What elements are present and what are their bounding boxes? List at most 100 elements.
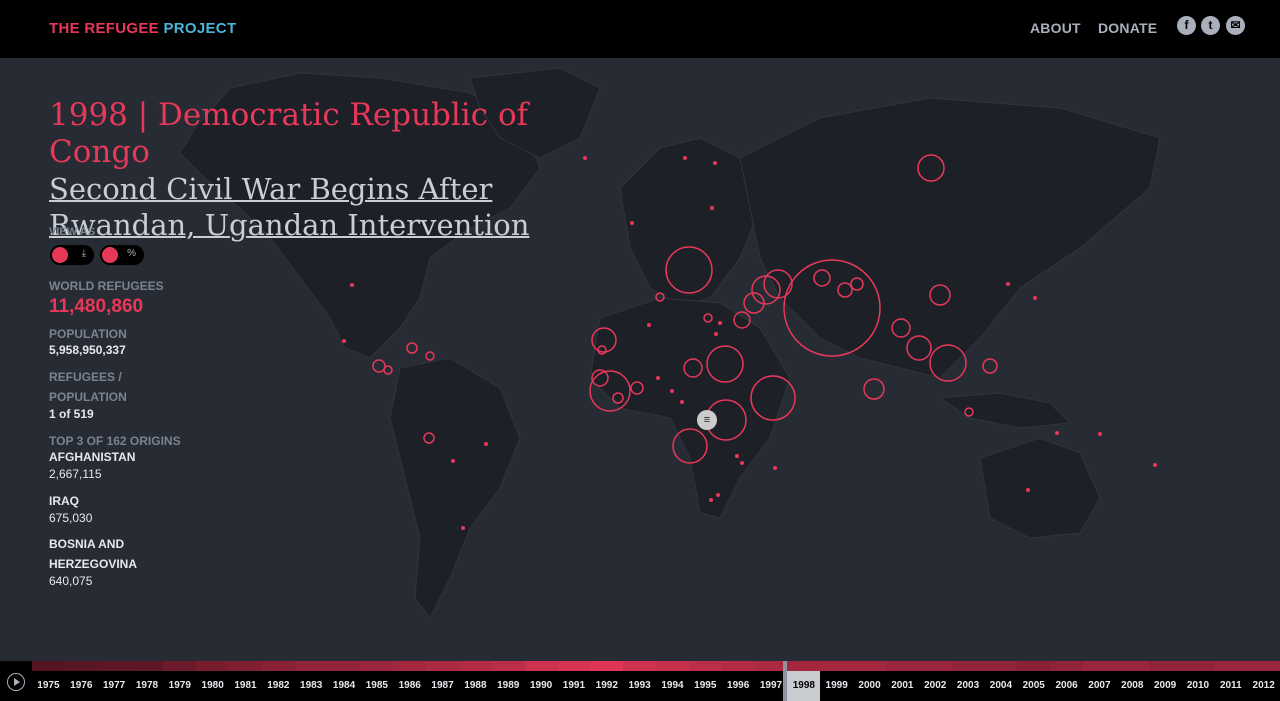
timeline-year-1975[interactable]: 1975 xyxy=(37,680,60,691)
timeline-year-1976[interactable]: 1976 xyxy=(70,680,93,691)
refugee-circle[interactable] xyxy=(929,284,951,306)
refugee-circle[interactable] xyxy=(863,378,885,400)
timeline-year-1997[interactable]: 1997 xyxy=(759,680,783,691)
refugee-circle[interactable] xyxy=(597,345,607,355)
refugee-circle[interactable] xyxy=(665,246,713,294)
refugee-circle[interactable] xyxy=(743,292,765,314)
refugee-dot[interactable] xyxy=(714,332,718,336)
timeline-year-2000[interactable]: 2000 xyxy=(858,680,881,691)
timeline-year-1982[interactable]: 1982 xyxy=(267,680,290,691)
timeline-year-1978[interactable]: 1978 xyxy=(135,680,159,691)
refugee-dot[interactable] xyxy=(1153,463,1157,467)
refugee-dot[interactable] xyxy=(713,161,717,165)
timeline-year-1985[interactable]: 1985 xyxy=(365,680,388,691)
refugee-circle[interactable] xyxy=(423,432,435,444)
timeline-year-2009[interactable]: 2009 xyxy=(1153,680,1177,691)
timeline-year-1981[interactable]: 1981 xyxy=(234,680,257,691)
timeline-year-1988[interactable]: 1988 xyxy=(464,680,487,691)
refugee-dot[interactable] xyxy=(350,283,354,287)
timeline-year-1999[interactable]: 1999 xyxy=(825,680,848,691)
timeline-year-2006[interactable]: 2006 xyxy=(1055,680,1078,691)
refugee-dot[interactable] xyxy=(773,466,777,470)
refugee-circle[interactable] xyxy=(906,335,932,361)
world-map[interactable]: ≡ xyxy=(0,58,1280,661)
refugee-dot[interactable] xyxy=(461,526,465,530)
timeline-year-1996[interactable]: 1996 xyxy=(727,680,750,691)
refugee-dot[interactable] xyxy=(583,156,587,160)
refugee-dot[interactable] xyxy=(709,498,713,502)
timeline-year-1994[interactable]: 1994 xyxy=(661,680,684,691)
refugee-circle[interactable] xyxy=(891,318,911,338)
timeline-year-1995[interactable]: 1995 xyxy=(694,680,717,691)
refugee-dot[interactable] xyxy=(716,493,720,497)
refugee-circle[interactable] xyxy=(813,269,831,287)
refugee-dot[interactable] xyxy=(680,400,684,404)
timeline-year-1991[interactable]: 1991 xyxy=(562,680,586,691)
refugee-dot[interactable] xyxy=(710,206,714,210)
timeline-year-2011[interactable]: 2011 xyxy=(1219,680,1242,691)
refugee-dot[interactable] xyxy=(484,442,488,446)
timeline-cursor[interactable] xyxy=(783,661,787,701)
nav-about-link[interactable]: ABOUT xyxy=(1030,20,1081,36)
twitter-icon[interactable]: t xyxy=(1201,16,1220,35)
refugee-circle[interactable] xyxy=(982,358,998,374)
refugee-circle[interactable] xyxy=(383,365,393,375)
mail-icon[interactable]: ✉ xyxy=(1226,16,1245,35)
refugee-dot[interactable] xyxy=(656,376,660,380)
refugee-dot[interactable] xyxy=(683,156,687,160)
timeline-year-2010[interactable]: 2010 xyxy=(1186,680,1210,691)
refugee-circle[interactable] xyxy=(837,282,853,298)
timeline-year-2007[interactable]: 2007 xyxy=(1088,680,1111,691)
refugee-dot[interactable] xyxy=(1033,296,1037,300)
timeline-year-2008[interactable]: 2008 xyxy=(1121,680,1144,691)
refugee-circle[interactable] xyxy=(591,369,609,387)
facebook-icon[interactable]: f xyxy=(1177,16,1196,35)
toggle-refugees-absolute[interactable]: ⤓ xyxy=(50,245,94,265)
refugee-circle[interactable] xyxy=(929,344,967,382)
event-marker-icon[interactable]: ≡ xyxy=(697,410,717,430)
refugee-circle[interactable] xyxy=(591,327,617,353)
refugee-circle[interactable] xyxy=(964,407,974,417)
refugee-dot[interactable] xyxy=(735,454,739,458)
refugee-circle[interactable] xyxy=(917,154,945,182)
logo[interactable]: THE REFUGEE PROJECT xyxy=(49,20,236,37)
refugee-circle[interactable] xyxy=(372,359,386,373)
refugee-circle[interactable] xyxy=(406,342,418,354)
refugee-circle[interactable] xyxy=(612,392,624,404)
refugee-dot[interactable] xyxy=(718,321,722,325)
refugee-circle[interactable] xyxy=(750,375,796,421)
timeline-year-2001[interactable]: 2001 xyxy=(891,680,914,691)
refugee-circle[interactable] xyxy=(425,351,435,361)
timeline-year-1986[interactable]: 1986 xyxy=(398,680,421,691)
nav-donate-link[interactable]: DONATE xyxy=(1098,20,1158,36)
refugee-circle[interactable] xyxy=(850,277,864,291)
timeline-year-1987[interactable]: 1987 xyxy=(431,680,454,691)
refugee-circle[interactable] xyxy=(672,428,708,464)
refugee-dot[interactable] xyxy=(630,221,634,225)
refugee-dot[interactable] xyxy=(1098,432,1102,436)
refugee-circle[interactable] xyxy=(630,381,644,395)
timeline-year-1990[interactable]: 1990 xyxy=(529,680,553,691)
timeline-year-1977[interactable]: 1977 xyxy=(102,680,126,691)
refugee-circle[interactable] xyxy=(589,370,631,412)
timeline-year-1992[interactable]: 1992 xyxy=(595,680,618,691)
refugee-circle[interactable] xyxy=(703,313,713,323)
timeline-year-2002[interactable]: 2002 xyxy=(924,680,947,691)
refugee-circle[interactable] xyxy=(783,259,881,357)
timeline-year-1984[interactable]: 1984 xyxy=(332,680,356,691)
timeline-year-2005[interactable]: 2005 xyxy=(1022,680,1045,691)
refugee-dot[interactable] xyxy=(647,323,651,327)
refugee-circle[interactable] xyxy=(706,345,744,383)
timeline-year-1979[interactable]: 1979 xyxy=(168,680,191,691)
refugee-dot[interactable] xyxy=(1006,282,1010,286)
timeline-year-2003[interactable]: 2003 xyxy=(956,680,980,691)
toggle-refugees-percent[interactable]: % xyxy=(100,245,144,265)
refugee-dot[interactable] xyxy=(451,459,455,463)
timeline-year-1993[interactable]: 1993 xyxy=(628,680,651,691)
refugee-dot[interactable] xyxy=(670,389,674,393)
timeline-year-1980[interactable]: 1980 xyxy=(201,680,224,691)
refugee-dot[interactable] xyxy=(740,461,744,465)
refugee-circle[interactable] xyxy=(683,358,703,378)
timeline-year-1989[interactable]: 1989 xyxy=(497,680,520,691)
refugee-circle[interactable] xyxy=(751,275,781,305)
